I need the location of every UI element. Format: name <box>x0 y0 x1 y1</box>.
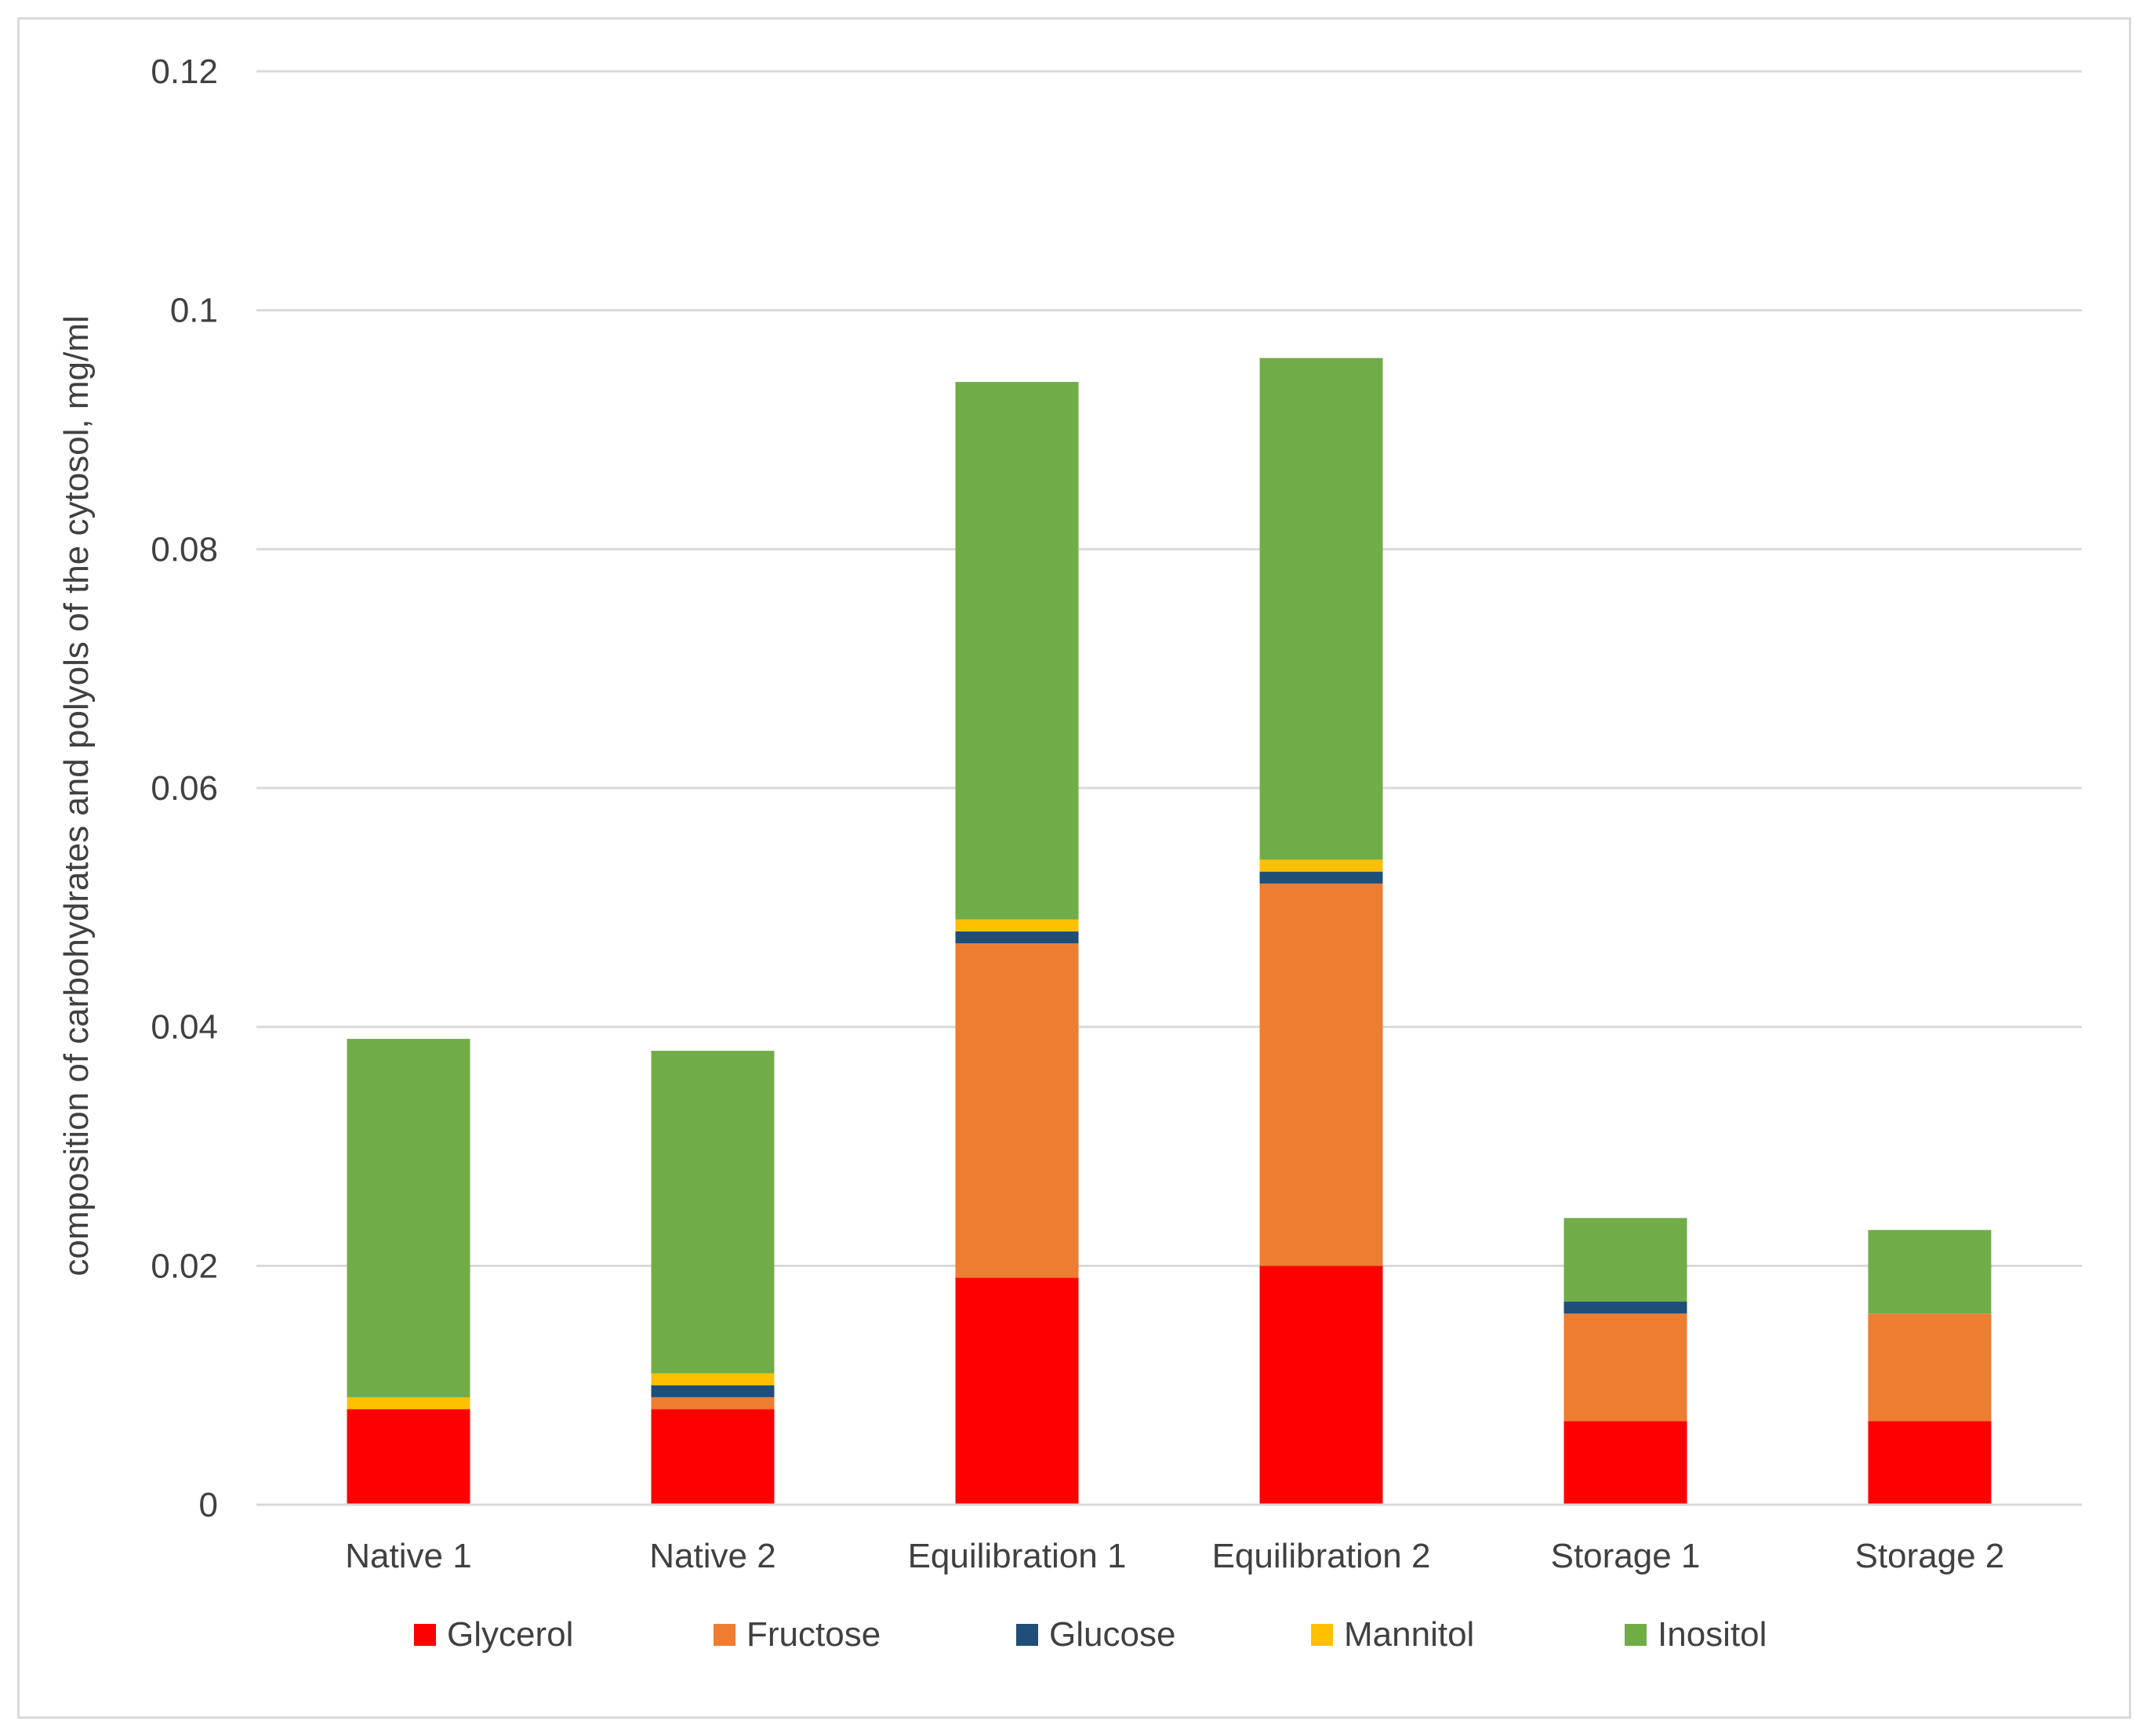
legend-label: Inositol <box>1658 1615 1767 1654</box>
bar-segment-inositol <box>955 382 1079 920</box>
bar-segment-glycerol <box>955 1277 1079 1505</box>
legend: Glycerol Fructose Glucose Mannitol Inositol <box>414 1615 1767 1654</box>
legend-swatch-glycerol <box>414 1624 436 1646</box>
x-tick-label: Storage 1 <box>1551 1537 1701 1575</box>
x-axis-categories: Native 1 Native 2 Equilibration 1 Equilibra… <box>345 1537 2004 1575</box>
bar-segment-glycerol <box>1868 1421 1992 1505</box>
y-tick-label: 0.04 <box>151 1008 218 1047</box>
bar-segment-mannitol <box>955 919 1079 932</box>
y-tick-label: 0.12 <box>151 53 218 91</box>
bar-segment-mannitol <box>347 1396 470 1410</box>
bar-segment-glucose <box>1563 1302 1687 1314</box>
bar-segment-inositol <box>1259 358 1383 860</box>
legend-swatch-inositol <box>1625 1624 1647 1646</box>
bars <box>347 358 1992 1505</box>
bar-segment-glycerol <box>1259 1266 1383 1505</box>
bar-segment-glucose <box>955 931 1079 944</box>
y-axis-label: composition of carbohydrates and polyols… <box>57 315 96 1276</box>
y-axis-ticks: 0 0.02 0.04 0.06 0.08 0.1 0.12 <box>151 53 218 1524</box>
bar-segment-mannitol <box>651 1373 775 1386</box>
legend-swatch-fructose <box>714 1624 735 1646</box>
legend-label: Mannitol <box>1344 1615 1474 1654</box>
y-tick-label: 0.02 <box>151 1247 218 1285</box>
x-tick-label: Native 1 <box>345 1537 471 1575</box>
bar-segment-glycerol <box>1563 1421 1687 1505</box>
bar-segment-fructose <box>955 943 1079 1278</box>
bar-segment-fructose <box>1259 883 1383 1266</box>
bar-segment-inositol <box>1868 1229 1992 1314</box>
bar-segment-glucose <box>1259 871 1383 884</box>
bar-segment-glucose <box>651 1385 775 1397</box>
bar-segment-mannitol <box>1259 859 1383 872</box>
legend-swatch-mannitol <box>1311 1624 1333 1646</box>
legend-label: Fructose <box>746 1615 881 1654</box>
bar-segment-glycerol <box>347 1409 470 1505</box>
x-tick-label: Equilibration 1 <box>908 1537 1127 1575</box>
bar-segment-inositol <box>1563 1218 1687 1302</box>
y-tick-label: 0.06 <box>151 769 218 808</box>
legend-label: Glucose <box>1049 1615 1175 1654</box>
y-tick-label: 0.1 <box>170 292 218 330</box>
bar-segment-glycerol <box>651 1409 775 1505</box>
bar-segment-fructose <box>1868 1313 1992 1422</box>
bar-segment-fructose <box>1563 1313 1687 1422</box>
y-tick-label: 0.08 <box>151 530 218 568</box>
legend-label: Glycerol <box>447 1615 573 1654</box>
x-tick-label: Equilibration 2 <box>1212 1537 1431 1575</box>
x-tick-label: Storage 2 <box>1855 1537 2005 1575</box>
bar-segment-inositol <box>651 1051 775 1374</box>
bar-segment-fructose <box>651 1396 775 1410</box>
x-tick-label: Native 2 <box>649 1537 775 1575</box>
gridlines <box>256 70 2082 1267</box>
y-tick-label: 0 <box>199 1486 218 1524</box>
legend-swatch-glucose <box>1016 1624 1038 1646</box>
bar-segment-inositol <box>347 1038 470 1397</box>
